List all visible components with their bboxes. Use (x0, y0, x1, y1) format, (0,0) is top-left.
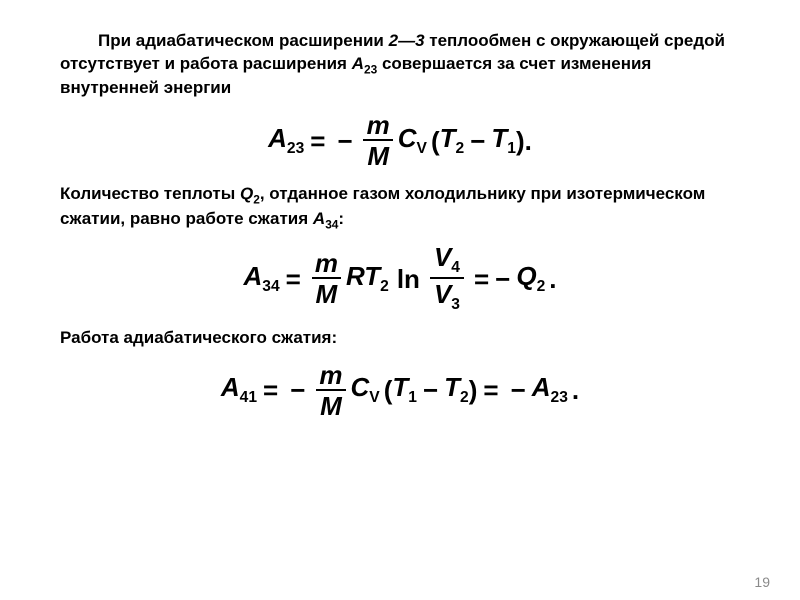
eq3-lhs: A (221, 372, 240, 402)
eq3-open-paren: ( (384, 377, 393, 403)
eq2-v4-sub: 4 (451, 259, 460, 276)
eq1-minus: − (337, 128, 352, 154)
equation-1: A23 = − m M CV ( T2 − T1 ) . (60, 112, 740, 169)
eq1-cv: C (398, 123, 417, 153)
paragraph-1: При адиабатическом расширении 2—3 теплоо… (60, 30, 740, 100)
p2-text-c: : (338, 209, 344, 228)
eq3-lhs-sub: 41 (240, 390, 257, 407)
page-number: 19 (754, 574, 770, 590)
eq2-equals2: = (474, 266, 489, 292)
p1-sub: 23 (364, 62, 377, 76)
eq3-t1: T (392, 372, 408, 402)
p2-sub: 2 (253, 193, 260, 207)
eq2-frac2: V4 V3 (430, 244, 464, 313)
equation-2: A34 = m M RT2 ln V4 V3 = − Q2 . (60, 244, 740, 313)
paragraph-3: Работа адиабатического сжатия: (60, 327, 740, 350)
eq2-r: R (346, 261, 364, 291)
eq2-frac1-num: m (311, 250, 342, 277)
eq2-v3: V (434, 279, 451, 309)
eq1-frac: m M (363, 112, 394, 169)
equation-3: A41 = − m M CV ( T1 − T2 ) = − A23 . (60, 362, 740, 419)
eq3-close-paren: ) (469, 377, 478, 403)
eq3-rhs-sub: 23 (551, 390, 568, 407)
eq3-equals1: = (263, 377, 278, 403)
eq2-frac1: m M (311, 250, 342, 307)
p2-text-a: Количество теплоты (60, 184, 240, 203)
eq2-ln: ln (397, 266, 420, 292)
paragraph-2: Количество теплоты Q2, отданное газом хо… (60, 183, 740, 232)
eq1-cv-sub: V (417, 140, 427, 157)
eq1-t2: T (440, 123, 456, 153)
p1-sym: A (352, 54, 364, 73)
p3-text: Работа адиабатического сжатия: (60, 328, 337, 347)
eq1-inner-minus: − (470, 128, 485, 154)
p1-range: 2—3 (389, 31, 425, 50)
eq3-inner-minus: − (423, 377, 438, 403)
eq3-equals2: = (483, 377, 498, 403)
eq3-t2: T (444, 372, 460, 402)
eq3-frac-den: M (316, 389, 346, 419)
eq1-t1-sub: 1 (507, 140, 516, 157)
eq1-period: . (525, 128, 532, 154)
eq2-q: Q (516, 261, 536, 291)
eq3-frac-num: m (315, 362, 346, 389)
p1-text-a: При адиабатическом расширении (98, 31, 389, 50)
eq3-t2-sub: 2 (460, 390, 469, 407)
eq2-lhs: A (243, 261, 262, 291)
eq2-frac1-den: M (312, 277, 342, 307)
eq3-minus1: − (290, 377, 305, 403)
eq2-q-sub: 2 (537, 278, 546, 295)
eq2-minus: − (495, 266, 510, 292)
p2-sub2: 34 (325, 217, 338, 231)
eq3-frac: m M (315, 362, 346, 419)
eq2-lhs-sub: 34 (262, 278, 279, 295)
eq1-t2-sub: 2 (456, 140, 465, 157)
eq1-open-paren: ( (431, 128, 440, 154)
eq2-v4: V (434, 242, 451, 272)
eq3-cv-sub: V (369, 390, 379, 407)
eq2-t2: T (364, 261, 380, 291)
eq1-frac-num: m (363, 112, 394, 139)
eq1-lhs: A (268, 123, 287, 153)
eq2-t2-sub: 2 (380, 278, 389, 295)
eq3-rhs: A (532, 372, 551, 402)
eq3-cv: C (351, 372, 370, 402)
eq3-period: . (572, 377, 579, 403)
eq1-t1: T (491, 123, 507, 153)
eq2-period: . (549, 266, 556, 292)
eq1-equals: = (310, 128, 325, 154)
eq1-frac-den: M (363, 139, 393, 169)
eq2-v3-sub: 3 (451, 296, 460, 313)
eq2-equals1: = (286, 266, 301, 292)
eq3-minus2: − (511, 377, 526, 403)
eq1-lhs-sub: 23 (287, 140, 304, 157)
p2-sym2: A (313, 209, 325, 228)
eq3-t1-sub: 1 (408, 390, 417, 407)
eq1-close-paren: ) (516, 128, 525, 154)
p2-sym: Q (240, 184, 253, 203)
slide-page: При адиабатическом расширении 2—3 теплоо… (0, 0, 800, 600)
